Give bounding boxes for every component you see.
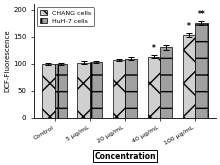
X-axis label: Concentration: Concentration xyxy=(94,152,156,161)
Text: *: * xyxy=(152,44,156,53)
Legend: CHANG cells, HuH-7 cells: CHANG cells, HuH-7 cells xyxy=(37,7,94,26)
Bar xyxy=(125,59,137,118)
Bar xyxy=(55,64,67,118)
Bar xyxy=(195,23,208,118)
Bar xyxy=(90,62,102,118)
Bar xyxy=(42,64,55,118)
Bar xyxy=(148,57,160,118)
Bar xyxy=(113,60,125,118)
Text: *: * xyxy=(187,22,191,31)
Y-axis label: DCF-Fluorescence: DCF-Fluorescence xyxy=(4,30,10,92)
Bar xyxy=(160,47,172,118)
Text: **: ** xyxy=(198,10,205,19)
Bar xyxy=(183,35,195,118)
Bar xyxy=(77,63,90,118)
